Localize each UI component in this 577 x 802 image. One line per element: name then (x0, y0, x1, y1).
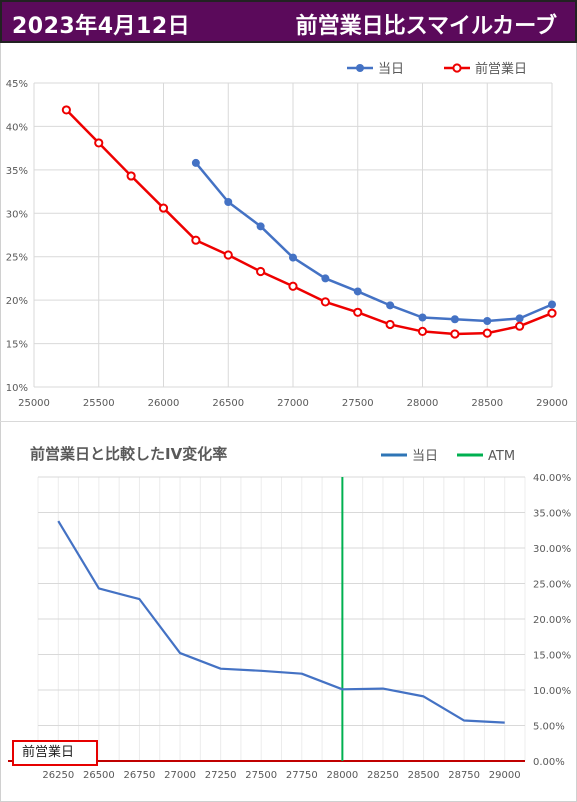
x-tick-label: 27500 (245, 770, 277, 781)
y-tick-label: 20.00% (533, 615, 571, 626)
data-point-today (256, 222, 265, 231)
x-tick-label: 27500 (342, 398, 374, 409)
x-tick-label: 28000 (326, 770, 358, 781)
x-tick-label: 27250 (205, 770, 237, 781)
legend-label: 当日 (412, 449, 438, 464)
x-tick-label: 27000 (277, 398, 309, 409)
y-tick-label: 40% (6, 122, 28, 133)
y-tick-label: 5.00% (533, 722, 565, 733)
header-date: 2023年4月12日 (12, 14, 191, 39)
legend-marker (356, 64, 364, 72)
legend-label: ATM (488, 449, 515, 464)
data-point-today (515, 314, 524, 323)
page-header: 2023年4月12日 前営業日比スマイルカーブ (0, 0, 577, 43)
x-tick-label: 28750 (448, 770, 480, 781)
data-point-today (321, 274, 330, 283)
data-point-prev (547, 308, 557, 318)
y-tick-label: 20% (6, 296, 28, 307)
x-tick-label: 25500 (83, 398, 115, 409)
data-point-prev (515, 321, 525, 331)
data-point-today (548, 300, 556, 309)
series-line-today (194, 162, 553, 323)
smile-curve-chart: 25000 25500 26000 26500 27000 27500 28000 28500… (6, 61, 568, 409)
y-tick-label: 0.00% (533, 757, 565, 768)
data-point-today (418, 313, 427, 322)
data-point-prev (158, 203, 169, 213)
y-tick-label: 15% (6, 340, 28, 351)
data-point-today (483, 316, 492, 325)
data-point-prev (417, 326, 428, 337)
x-tick-label: 29000 (536, 398, 568, 409)
x-tick-label: 26750 (124, 770, 156, 781)
x-tick-label: 27750 (286, 770, 318, 781)
data-point-today (289, 253, 297, 262)
x-tick-label: 26250 (42, 770, 74, 781)
y-tick-label: 40.00% (533, 473, 571, 484)
data-point-prev (482, 328, 492, 338)
data-point-prev (126, 171, 136, 181)
x-tick-label: 26500 (212, 398, 244, 409)
data-point-today (191, 158, 200, 167)
y-tick-label: 30% (6, 209, 28, 220)
data-point-prev (223, 250, 233, 260)
x-tick-label: 27000 (164, 770, 196, 781)
baseline-label: 前営業日 (12, 740, 98, 766)
data-point-today (386, 301, 395, 310)
y-tick-label: 25% (6, 253, 28, 264)
x-tick-label: 28500 (408, 770, 440, 781)
header-title: 前営業日比スマイルカーブ (295, 14, 557, 39)
iv-change-chart: 0.00% 5.00% 10.00% 15.00% 20.00% 25.00% 30.00%… (8, 449, 571, 781)
legend-marker (452, 63, 462, 73)
x-tick-label: 29000 (489, 770, 521, 781)
x-tick-label: 26500 (83, 770, 115, 781)
x-tick-label: 28500 (471, 398, 503, 409)
y-tick-label: 30.00% (533, 544, 571, 555)
iv-change-line (57, 520, 505, 724)
data-point-today (353, 287, 362, 296)
data-point-prev (385, 319, 395, 330)
legend-label: 当日 (378, 62, 404, 77)
x-tick-label: 26000 (148, 398, 180, 409)
data-point-today (224, 197, 233, 206)
data-point-prev (94, 138, 104, 148)
data-point-today (450, 315, 459, 324)
data-point-prev (61, 105, 71, 115)
x-tick-label: 28000 (407, 398, 439, 409)
data-point-prev (353, 307, 363, 317)
data-point-prev (191, 235, 201, 245)
data-point-prev (288, 281, 298, 291)
chart-divider (0, 421, 577, 422)
x-tick-label: 25000 (18, 398, 50, 409)
data-point-prev (320, 297, 330, 307)
y-tick-label: 35% (6, 166, 28, 177)
y-tick-label: 10% (6, 383, 28, 394)
data-point-prev (256, 266, 266, 277)
legend-label: 前営業日 (475, 61, 527, 77)
y-tick-label: 10.00% (533, 686, 571, 697)
data-point-prev (450, 329, 460, 339)
y-tick-label: 45% (6, 79, 28, 90)
y-tick-label: 35.00% (533, 509, 571, 520)
x-tick-label: 28250 (367, 770, 399, 781)
y-tick-label: 25.00% (533, 580, 571, 591)
series-line-prev (65, 109, 553, 336)
y-tick-label: 15.00% (533, 651, 571, 662)
iv-change-chart-title: 前営業日と比較したIV変化率 (30, 445, 228, 463)
